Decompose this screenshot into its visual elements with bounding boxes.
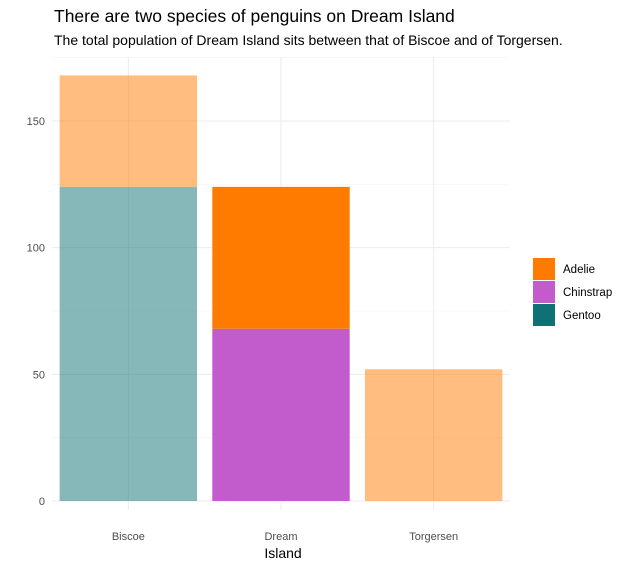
x-tick-label: Dream — [264, 531, 297, 543]
y-tick-label: 50 — [33, 369, 45, 381]
bars — [59, 75, 503, 501]
y-axis-ticks: 0 50 100 150 — [27, 116, 45, 508]
x-axis-title: Island — [264, 545, 301, 561]
chart-subtitle: The total population of Dream Island sit… — [54, 32, 563, 48]
legend-swatch-adelie — [533, 258, 555, 280]
y-tick-label: 150 — [27, 116, 45, 128]
legend-label-gentoo: Gentoo — [563, 310, 601, 322]
y-tick-label: 100 — [27, 243, 45, 255]
bar-biscoe-gentoo — [59, 186, 198, 501]
x-axis-ticks: Biscoe Dream Torgersen — [112, 531, 458, 543]
legend: Adelie Chinstrap Gentoo — [533, 258, 612, 326]
y-tick-label: 0 — [39, 496, 45, 508]
legend-swatch-chinstrap — [533, 281, 555, 303]
legend-swatch-gentoo — [533, 304, 555, 326]
legend-label-adelie: Adelie — [563, 264, 595, 276]
bar-dream-chinstrap — [212, 328, 350, 501]
bar-dream-adelie — [212, 186, 350, 329]
legend-label-chinstrap: Chinstrap — [563, 287, 612, 299]
bar-torgersen-adelie — [364, 369, 503, 501]
bar-biscoe-adelie — [59, 75, 198, 187]
x-tick-label: Torgersen — [409, 531, 458, 543]
chart-title: There are two species of penguins on Dre… — [54, 6, 455, 26]
x-tick-label: Biscoe — [112, 531, 145, 543]
